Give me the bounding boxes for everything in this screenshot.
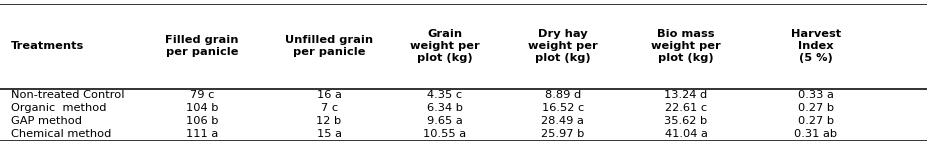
Text: Treatments: Treatments — [11, 41, 84, 51]
Text: 106 b: 106 b — [185, 116, 219, 126]
Text: Chemical method: Chemical method — [11, 129, 111, 139]
Text: Bio mass
weight per
plot (kg): Bio mass weight per plot (kg) — [651, 29, 721, 64]
Text: Filled grain
per panicle: Filled grain per panicle — [165, 35, 239, 57]
Text: 104 b: 104 b — [185, 103, 219, 113]
Text: 12 b: 12 b — [316, 116, 342, 126]
Text: GAP method: GAP method — [11, 116, 83, 126]
Text: 16 a: 16 a — [317, 90, 341, 100]
Text: Organic  method: Organic method — [11, 103, 107, 113]
Text: 0.27 b: 0.27 b — [798, 103, 833, 113]
Text: 10.55 a: 10.55 a — [424, 129, 466, 139]
Text: 16.52 c: 16.52 c — [541, 103, 584, 113]
Text: Non-treated Control: Non-treated Control — [11, 90, 124, 100]
Text: 15 a: 15 a — [317, 129, 341, 139]
Text: 35.62 b: 35.62 b — [665, 116, 707, 126]
Text: 4.35 c: 4.35 c — [427, 90, 463, 100]
Text: 25.97 b: 25.97 b — [541, 129, 584, 139]
Text: Harvest
Index
(5 %): Harvest Index (5 %) — [791, 29, 841, 64]
Text: 0.33 a: 0.33 a — [798, 90, 833, 100]
Text: 0.27 b: 0.27 b — [798, 116, 833, 126]
Text: 111 a: 111 a — [186, 129, 218, 139]
Text: Dry hay
weight per
plot (kg): Dry hay weight per plot (kg) — [527, 29, 598, 64]
Text: Grain
weight per
plot (kg): Grain weight per plot (kg) — [410, 29, 480, 64]
Text: 8.89 d: 8.89 d — [544, 90, 581, 100]
Text: 0.31 ab: 0.31 ab — [794, 129, 837, 139]
Text: 9.65 a: 9.65 a — [427, 116, 463, 126]
Text: Unfilled grain
per panicle: Unfilled grain per panicle — [285, 35, 374, 57]
Text: 41.04 a: 41.04 a — [665, 129, 707, 139]
Text: 13.24 d: 13.24 d — [665, 90, 707, 100]
Text: 7 c: 7 c — [321, 103, 337, 113]
Text: 22.61 c: 22.61 c — [665, 103, 707, 113]
Text: 28.49 a: 28.49 a — [541, 116, 584, 126]
Text: 79 c: 79 c — [190, 90, 214, 100]
Text: 6.34 b: 6.34 b — [427, 103, 463, 113]
